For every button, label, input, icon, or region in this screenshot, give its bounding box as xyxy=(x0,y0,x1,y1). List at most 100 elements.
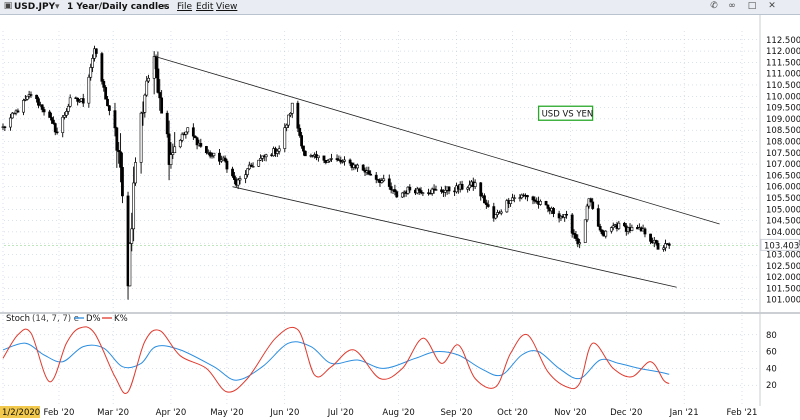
candle-body xyxy=(656,243,660,250)
candle-body xyxy=(121,167,124,197)
candles xyxy=(1,45,671,300)
candle-body xyxy=(285,124,289,128)
stoch-params: (14, 7, 7) e xyxy=(32,314,79,324)
candle-body xyxy=(511,197,514,201)
chart-menu-icon[interactable]: ▣ xyxy=(3,1,13,11)
candle-body xyxy=(223,157,227,162)
stoch-tick-label: 80 xyxy=(766,331,777,341)
candle-body xyxy=(169,154,173,165)
candle-body xyxy=(563,214,567,218)
candle-body xyxy=(25,95,29,100)
candle-body xyxy=(395,191,399,198)
trendlines xyxy=(155,56,720,288)
candle-body xyxy=(583,219,587,243)
candle-body xyxy=(42,109,46,113)
candle-body xyxy=(389,186,393,191)
candle-body xyxy=(483,195,486,204)
candle-body xyxy=(257,159,261,167)
symbol-selector[interactable]: USD.JPY xyxy=(14,2,56,12)
stoch-d-label: D% xyxy=(86,314,101,324)
period-selector[interactable]: 1 Year/Daily candles xyxy=(67,2,170,12)
candle-body xyxy=(479,182,483,197)
candle-body xyxy=(218,152,221,162)
candle-body xyxy=(117,150,121,153)
candle-body xyxy=(322,155,326,161)
stoch-title: Stoch xyxy=(6,314,30,324)
candle-body xyxy=(128,243,132,287)
candle-body xyxy=(533,199,537,202)
candle-body xyxy=(180,133,184,141)
channel-trendline xyxy=(232,186,677,288)
fullscreen-icon[interactable]: □ xyxy=(747,1,757,11)
price-tick-label: 109.500 xyxy=(766,104,800,114)
date-label: Apr '20 xyxy=(156,408,187,418)
period-dropdown-icon[interactable]: ▾ xyxy=(163,2,168,12)
candle-body xyxy=(617,222,621,229)
price-tick-label: 102.500 xyxy=(766,262,800,272)
candle-body xyxy=(649,233,652,242)
candle-body xyxy=(212,152,216,156)
candle-body xyxy=(667,243,671,246)
candle-body xyxy=(231,168,234,177)
menu-edit[interactable]: Edit xyxy=(196,2,214,12)
candle-body xyxy=(387,178,391,187)
link-icon[interactable]: ∞ xyxy=(728,1,736,11)
candle-body xyxy=(259,158,262,161)
stoch-tick-label: 60 xyxy=(766,348,777,358)
first-date-highlight xyxy=(0,406,40,418)
stochastic-panel: 80 60 40 20 Stoch (14, 7, 7) e D% K% xyxy=(2,314,777,394)
candle-body xyxy=(139,112,143,163)
candle-body xyxy=(473,182,477,187)
price-tick-label: 107.500 xyxy=(766,149,800,159)
candle-body xyxy=(419,190,423,194)
candle-body xyxy=(512,197,516,199)
candle-body xyxy=(408,186,412,191)
date-label: Oct '20 xyxy=(497,408,528,418)
menu-view[interactable]: View xyxy=(216,2,238,12)
candle-body xyxy=(76,97,80,102)
candle-body xyxy=(68,97,72,107)
candle-body xyxy=(302,145,305,152)
stoch-d-line xyxy=(2,341,670,381)
price-tick-label: 112.000 xyxy=(766,47,800,57)
candle-body xyxy=(208,152,212,157)
price-tick-label: 104.000 xyxy=(766,228,800,238)
stoch-tick-label: 20 xyxy=(766,381,777,391)
candle-body xyxy=(552,208,555,214)
candle-body xyxy=(145,80,149,96)
candle-body xyxy=(643,228,647,235)
candle-body xyxy=(330,158,333,160)
price-tick-label: 103.000 xyxy=(766,250,800,260)
candle-body xyxy=(158,92,162,99)
price-tick-label: 101.000 xyxy=(766,296,800,306)
candle-body xyxy=(29,94,33,96)
annotation-box xyxy=(537,105,594,121)
candle-body xyxy=(328,158,331,162)
candle-body xyxy=(664,243,667,249)
symbol-dropdown-icon[interactable]: ▾ xyxy=(55,2,60,12)
candle-body xyxy=(156,68,160,93)
candle-body xyxy=(134,162,137,184)
annotation-text: USD VS YEN xyxy=(542,110,594,120)
candle-body xyxy=(546,204,550,209)
candle-body xyxy=(100,53,104,82)
candle-body xyxy=(199,143,203,147)
candle-body xyxy=(89,67,93,78)
phone-icon[interactable]: ✆ xyxy=(710,1,718,11)
close-icon[interactable]: ✕ xyxy=(768,1,776,11)
candle-body xyxy=(193,135,197,139)
candle-body xyxy=(600,229,604,234)
annotations: USD VS YEN xyxy=(537,105,594,121)
menu-file[interactable]: File xyxy=(177,2,193,12)
price-tick-label: 108.500 xyxy=(766,126,800,136)
candle-body xyxy=(525,195,529,198)
candle-body xyxy=(233,175,236,180)
candle-body xyxy=(246,168,249,175)
last-price-label: 103.403 xyxy=(764,241,799,251)
candle-body xyxy=(296,102,300,129)
candle-body xyxy=(115,127,119,151)
candle-body xyxy=(440,189,443,192)
candle-body xyxy=(288,113,292,116)
candle-body xyxy=(205,146,208,154)
